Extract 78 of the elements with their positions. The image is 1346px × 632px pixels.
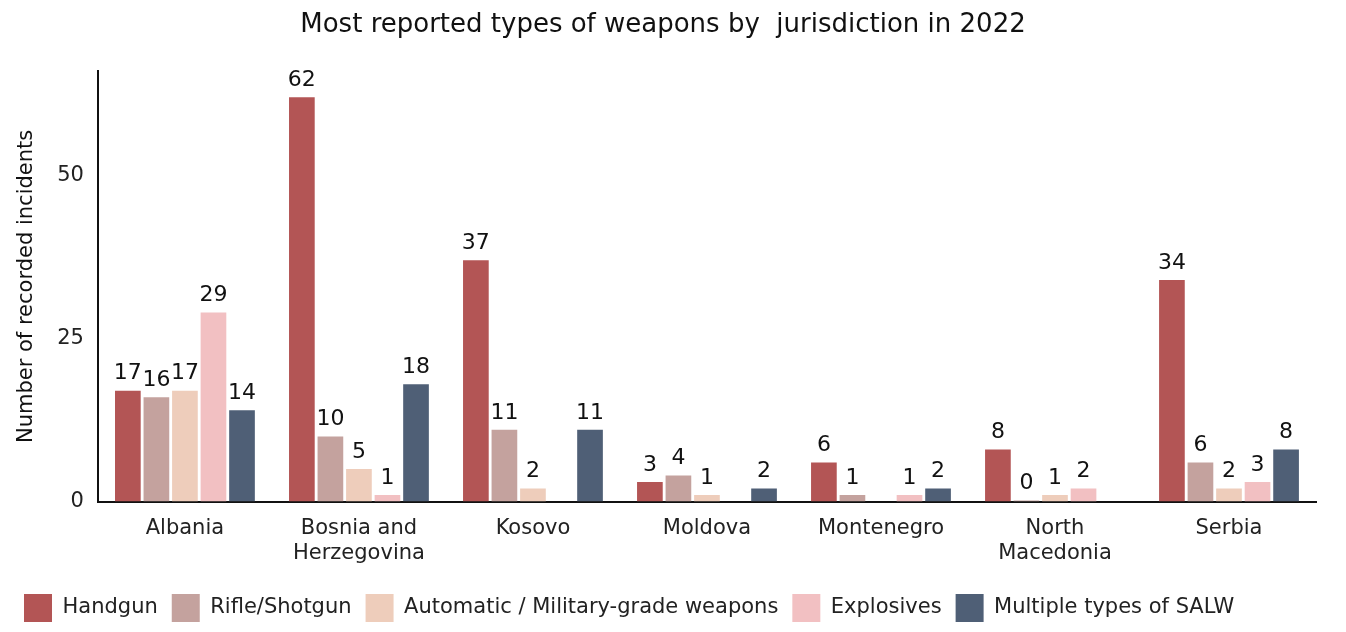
legend-label: Rifle/Shotgun [210, 594, 352, 619]
bar [694, 495, 720, 502]
bar [374, 495, 401, 502]
bar [1070, 488, 1097, 502]
bar [200, 312, 227, 502]
data-label: 5 [351, 437, 366, 463]
bar [403, 384, 429, 502]
data-label: 3 [642, 450, 657, 476]
bar [520, 488, 546, 502]
data-label: 2 [1221, 457, 1236, 483]
y-tick-label: 0 [70, 488, 84, 513]
bar [463, 260, 489, 502]
bar [751, 488, 777, 502]
bar [896, 495, 923, 502]
bar [637, 482, 663, 502]
bar [115, 390, 141, 502]
bar [665, 475, 692, 502]
data-label: 18 [402, 352, 431, 378]
bar [1244, 482, 1271, 502]
bar [172, 390, 198, 502]
data-label: 1 [699, 463, 714, 489]
data-label: 17 [113, 359, 142, 385]
data-label: 1 [380, 463, 395, 489]
x-tick-label: Albania [145, 514, 225, 539]
y-axis-title: Number of recorded incidents [13, 129, 38, 444]
data-label: 6 [1193, 431, 1208, 457]
y-tick-label: 50 [57, 161, 84, 186]
x-tick-label: Moldova [662, 514, 752, 539]
bar [143, 397, 170, 502]
data-label: 10 [316, 405, 345, 431]
data-label: 3 [1250, 450, 1265, 476]
data-label: 29 [199, 281, 228, 307]
data-label: 16 [142, 365, 171, 391]
data-label: 2 [1076, 457, 1091, 483]
bar [1042, 495, 1068, 502]
bar [985, 449, 1011, 502]
data-label: 0 [1019, 469, 1034, 495]
data-label: 11 [576, 398, 605, 424]
bar [1159, 279, 1185, 502]
bar [811, 462, 837, 502]
data-label: 14 [228, 379, 256, 405]
data-label: 8 [990, 418, 1005, 444]
bar [317, 436, 344, 502]
data-label: 4 [671, 444, 686, 470]
bar [491, 429, 518, 502]
data-label: 11 [490, 398, 519, 424]
data-label: 8 [1279, 418, 1294, 444]
legend-label: Explosives [830, 594, 942, 619]
bar [1187, 462, 1214, 502]
data-label: 2 [525, 457, 540, 483]
bar [289, 97, 315, 502]
x-tick-label: Montenegro [817, 514, 944, 539]
x-tick-label: Bosnia and Herzegovina [292, 514, 425, 564]
bar [346, 468, 372, 502]
bar [577, 429, 603, 502]
bar [925, 488, 951, 502]
data-label: 6 [816, 431, 831, 457]
y-tick-label: 25 [57, 325, 84, 350]
legend-label: Automatic / Military-grade weapons [404, 594, 779, 619]
bar [1216, 488, 1242, 502]
legend-label: Handgun [62, 594, 158, 619]
data-label: 37 [461, 229, 490, 255]
data-label: 1 [1047, 463, 1062, 489]
legend-label: Multiple types of SALW [994, 594, 1235, 619]
bar [229, 410, 255, 502]
chart-title: Most reported types of weapons by jurisdiction in 2022 [300, 8, 1026, 39]
bar [839, 495, 866, 502]
data-label: 1 [902, 463, 917, 489]
data-label: 17 [170, 359, 199, 385]
data-label: 1 [845, 463, 860, 489]
x-tick-label: North Macedonia [998, 514, 1112, 564]
x-tick-label: Serbia [1195, 514, 1263, 539]
data-label: 2 [931, 457, 946, 483]
x-tick-label: Kosovo [495, 514, 571, 539]
bar [1273, 449, 1299, 502]
data-label: 2 [757, 457, 772, 483]
data-label: 62 [287, 66, 316, 91]
data-label: 34 [1157, 248, 1186, 274]
